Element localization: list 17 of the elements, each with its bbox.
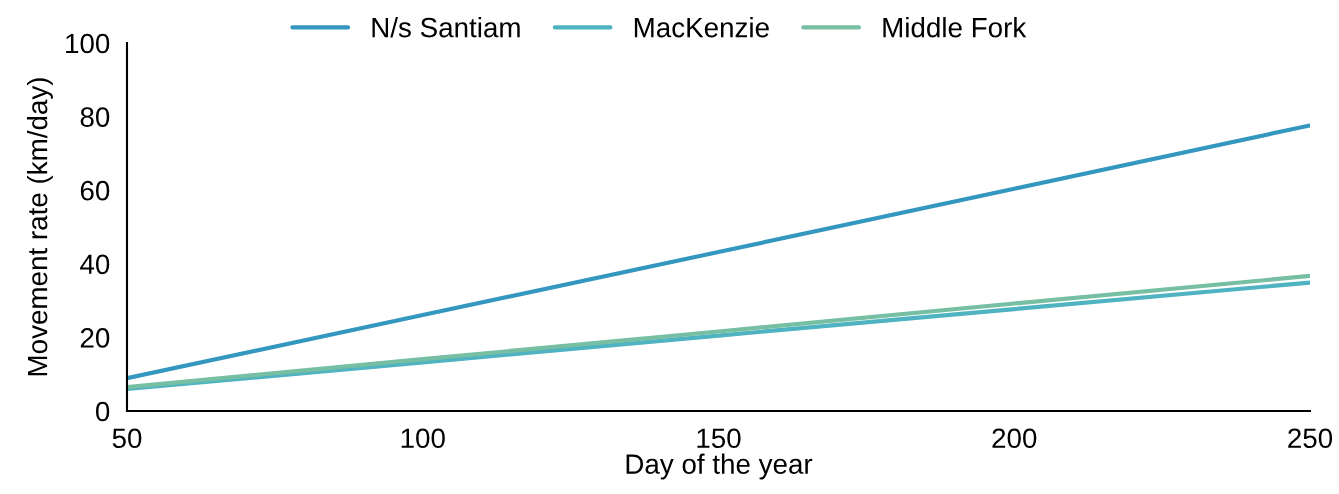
x-tick-label: 50 [112, 428, 142, 449]
legend-label: N/s Santiam [372, 17, 520, 38]
y-tick-label: 0 [95, 401, 110, 422]
x-tick-label: 250 [1288, 428, 1333, 449]
y-tick-label: 60 [80, 180, 110, 201]
line-series [127, 123, 1310, 381]
y-tick-label: 40 [80, 254, 110, 275]
x-tick-label: 100 [401, 428, 445, 449]
x-axis-title: Day of the year [626, 453, 813, 480]
legend-label: Middle Fork [883, 17, 1027, 38]
legend-label: MacKenzie [634, 17, 769, 38]
y-tick-label: 20 [80, 328, 110, 348]
x-tick-label: 150 [697, 428, 741, 449]
y-axis-title: Movement rate (km/day) [26, 78, 53, 376]
y-tick-label: 100 [66, 33, 110, 54]
y-tick-label: 80 [80, 107, 110, 127]
x-tick-label: 200 [992, 428, 1037, 449]
